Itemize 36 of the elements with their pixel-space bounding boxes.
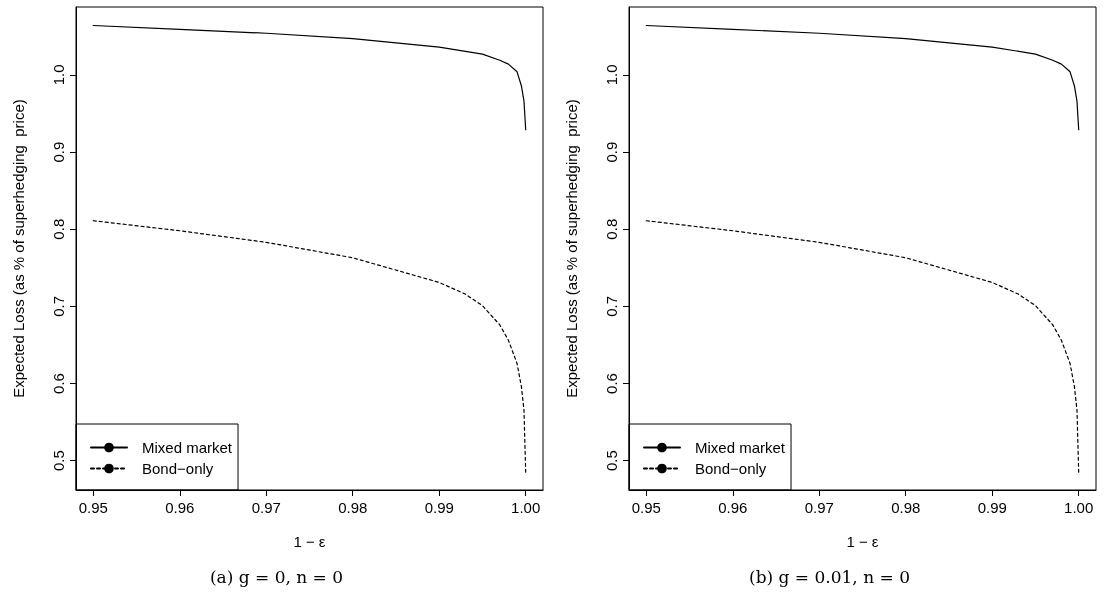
x-tick-label: 0.97 — [804, 499, 834, 516]
y-tick-label: 0.7 — [50, 295, 67, 317]
x-tick-label: 0.99 — [977, 499, 1007, 516]
x-tick-label: 0.96 — [165, 499, 195, 516]
y-tick-label: 0.9 — [603, 141, 620, 163]
y-axis-title: Expected Loss (as % of superhedging price) — [563, 99, 580, 398]
text: (a) g = 0, n = 0 — [209, 566, 344, 587]
x-tick-label: 0.98 — [338, 499, 368, 516]
x-tick-label: 0.98 — [891, 499, 921, 516]
text: (b) g = 0.01, n = 0 — [749, 566, 910, 587]
x-tick-label: 1.00 — [1064, 499, 1094, 516]
x-axis-title: 1 − ε — [846, 533, 879, 550]
y-tick-label: 0.5 — [50, 450, 67, 472]
legend-label: Bond−only — [695, 460, 767, 477]
y-tick-label: 1.0 — [50, 64, 67, 86]
y-axis-title: Expected Loss (as % of superhedging price) — [10, 99, 27, 398]
y-tick-label: 0.6 — [603, 373, 620, 394]
y-tick-label: 1.0 — [603, 64, 620, 86]
legend-label: Mixed market — [695, 439, 786, 456]
x-tick-label: 0.96 — [718, 499, 748, 516]
y-tick-label: 0.8 — [50, 218, 67, 240]
y-tick-label: 0.5 — [603, 450, 620, 472]
x-tick-label: 0.95 — [78, 499, 108, 516]
x-tick-label: 0.97 — [251, 499, 281, 516]
line-series — [92, 24, 527, 131]
y-tick-label: 0.6 — [50, 373, 67, 394]
x-tick-label: 0.99 — [424, 499, 454, 516]
y-tick-label: 0.7 — [603, 295, 620, 317]
x-axis-title: 1 − ε — [293, 533, 326, 550]
legend-label: Mixed market — [142, 439, 233, 456]
line-series — [645, 24, 1080, 131]
legend-label: Bond−only — [142, 460, 214, 477]
y-tick-label: 0.8 — [603, 218, 620, 240]
x-tick-label: 0.95 — [631, 499, 661, 516]
y-tick-label: 0.9 — [50, 141, 67, 163]
x-tick-label: 1.00 — [511, 499, 541, 516]
